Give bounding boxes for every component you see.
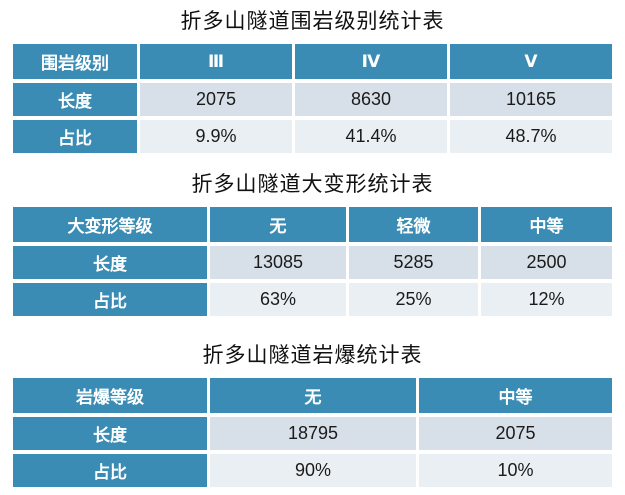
row-label-length: 长度: [13, 246, 207, 279]
data-cell: 13085: [210, 246, 346, 279]
header-cell-grade-5: Ⅴ: [450, 44, 612, 79]
header-cell-grade-3: Ⅲ: [140, 44, 292, 79]
ratio-row: 占比 9.9% 41.4% 48.7%: [13, 120, 612, 153]
header-cell-moderate: 中等: [419, 378, 612, 413]
data-cell: 25%: [349, 283, 478, 316]
header-row: 大变形等级 无 轻微 中等: [13, 207, 612, 242]
ratio-row: 占比 90% 10%: [13, 454, 612, 487]
deformation-section: 折多山隧道大变形统计表 大变形等级 无 轻微 中等 长度 13085 5285 …: [0, 173, 625, 320]
rock-grade-section: 折多山隧道围岩级别统计表 围岩级别 Ⅲ Ⅳ Ⅴ 长度 2075 8630 101…: [0, 10, 625, 157]
data-cell: 10165: [450, 83, 612, 116]
header-cell-category: 围岩级别: [13, 44, 137, 79]
row-label-ratio: 占比: [13, 283, 207, 316]
data-cell: 5285: [349, 246, 478, 279]
rock-grade-table: 围岩级别 Ⅲ Ⅳ Ⅴ 长度 2075 8630 10165 占比 9.9% 41…: [10, 40, 615, 157]
data-cell: 2075: [140, 83, 292, 116]
length-row: 长度 18795 2075: [13, 417, 612, 450]
rockburst-table-title: 折多山隧道岩爆统计表: [202, 344, 423, 367]
header-cell-grade-4: Ⅳ: [295, 44, 447, 79]
header-cell-slight: 轻微: [349, 207, 478, 242]
data-cell: 18795: [210, 417, 416, 450]
row-label-ratio: 占比: [13, 454, 207, 487]
header-row: 岩爆等级 无 中等: [13, 378, 612, 413]
data-cell: 2075: [419, 417, 612, 450]
data-cell: 48.7%: [450, 120, 612, 153]
data-cell: 8630: [295, 83, 447, 116]
header-cell-none: 无: [210, 207, 346, 242]
row-label-length: 长度: [13, 83, 137, 116]
rockburst-section: 折多山隧道岩爆统计表 岩爆等级 无 中等 长度 18795 2075 占比 90…: [0, 344, 625, 491]
header-cell-category: 大变形等级: [13, 207, 207, 242]
header-cell-none: 无: [210, 378, 416, 413]
data-cell: 63%: [210, 283, 346, 316]
data-cell: 2500: [481, 246, 612, 279]
header-cell-moderate: 中等: [481, 207, 612, 242]
row-label-ratio: 占比: [13, 120, 137, 153]
length-row: 长度 13085 5285 2500: [13, 246, 612, 279]
rock-grade-table-title: 折多山隧道围岩级别统计表: [180, 10, 445, 33]
data-cell: 41.4%: [295, 120, 447, 153]
deformation-table: 大变形等级 无 轻微 中等 长度 13085 5285 2500 占比 63% …: [10, 203, 615, 320]
data-cell: 90%: [210, 454, 416, 487]
deformation-table-title: 折多山隧道大变形统计表: [191, 173, 434, 196]
data-cell: 9.9%: [140, 120, 292, 153]
header-cell-category: 岩爆等级: [13, 378, 207, 413]
row-label-length: 长度: [13, 417, 207, 450]
data-cell: 12%: [481, 283, 612, 316]
data-cell: 10%: [419, 454, 612, 487]
rockburst-table: 岩爆等级 无 中等 长度 18795 2075 占比 90% 10%: [10, 374, 615, 491]
ratio-row: 占比 63% 25% 12%: [13, 283, 612, 316]
header-row: 围岩级别 Ⅲ Ⅳ Ⅴ: [13, 44, 612, 79]
length-row: 长度 2075 8630 10165: [13, 83, 612, 116]
